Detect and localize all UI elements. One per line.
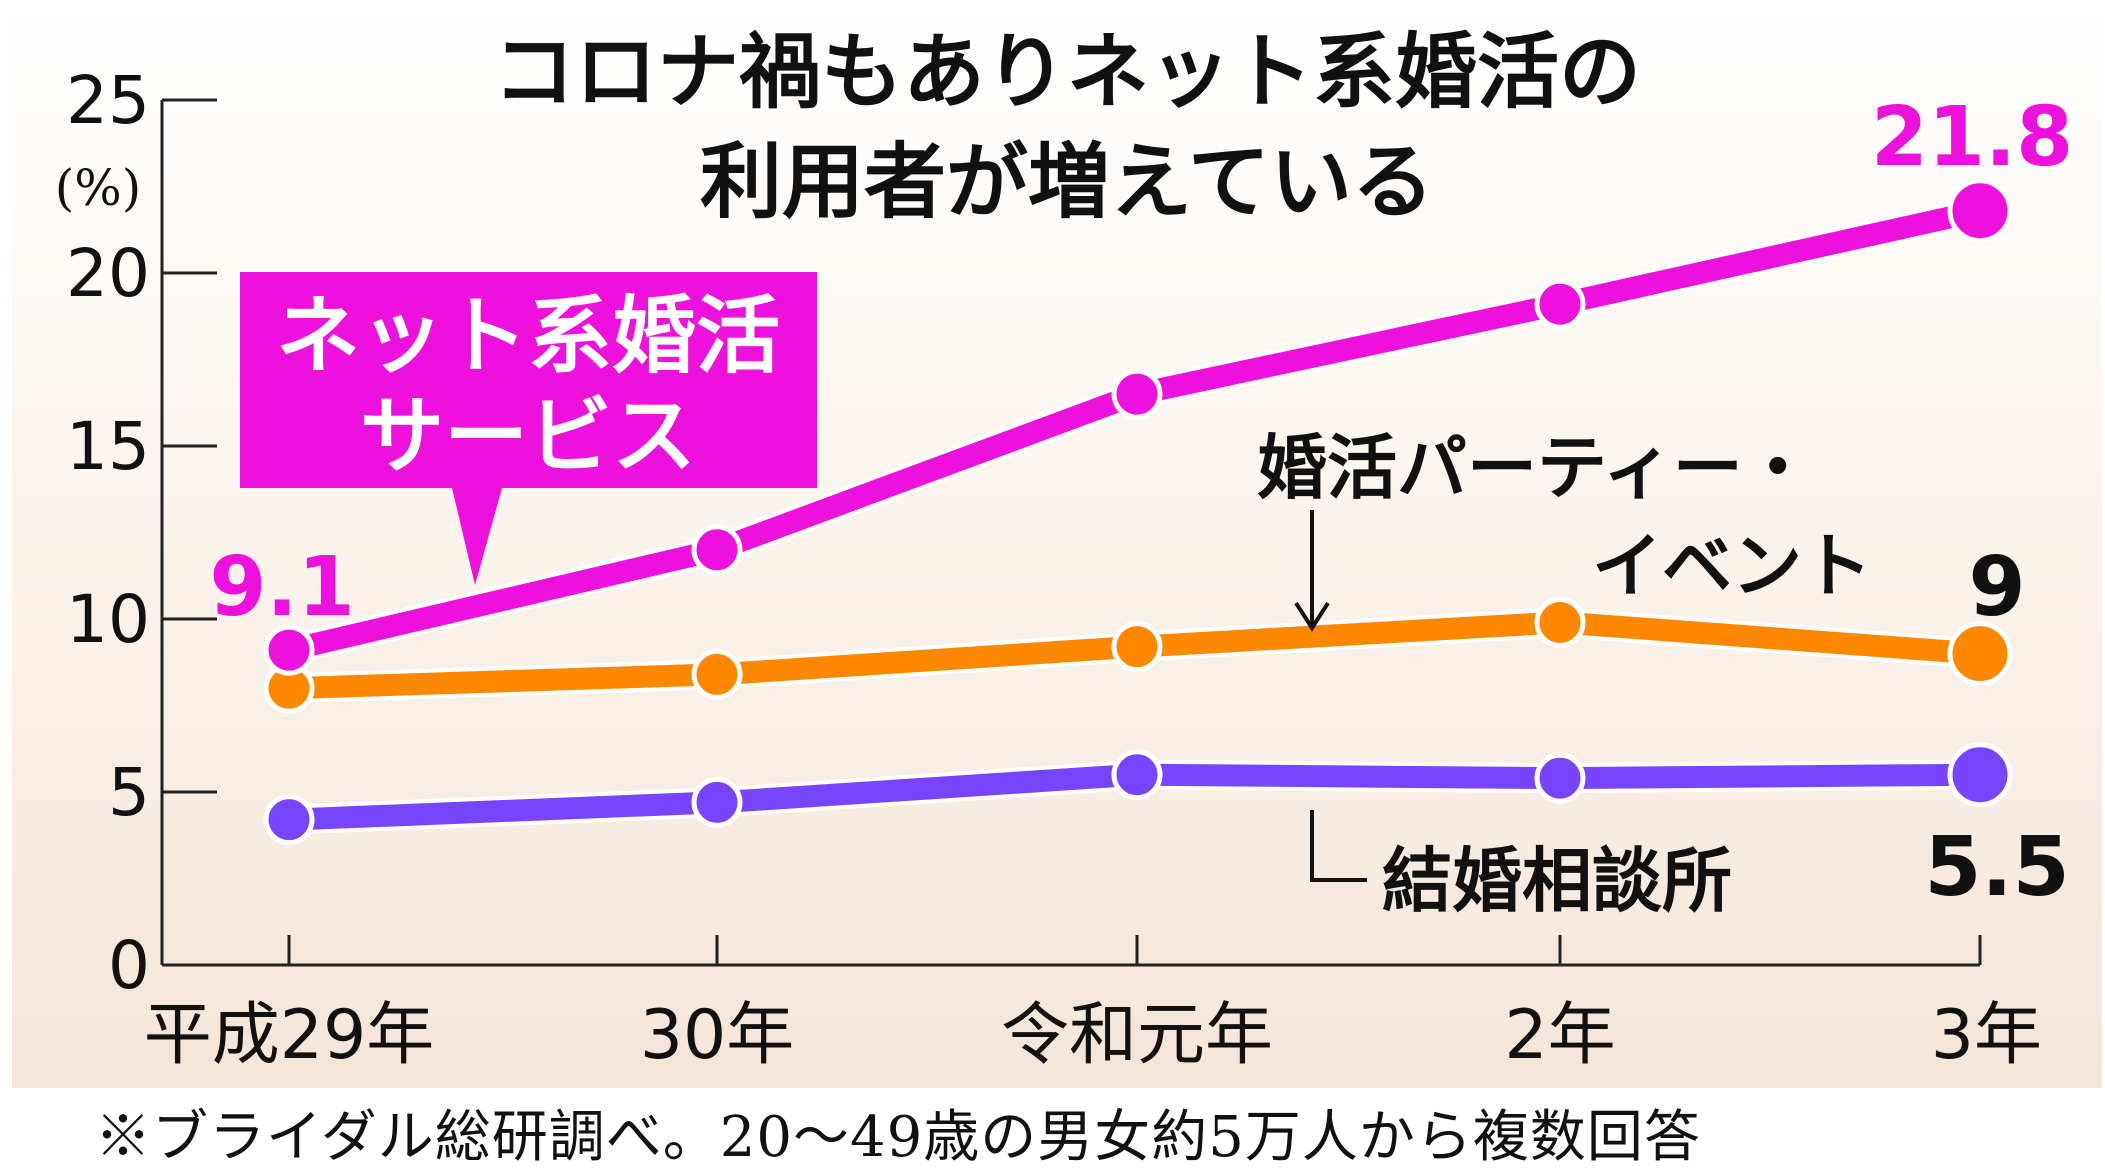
data-point xyxy=(263,794,315,846)
y-tick-label: 25 xyxy=(66,62,150,139)
y-tick-label: 0 xyxy=(108,927,150,1004)
y-tick-label: 15 xyxy=(66,408,150,485)
x-tick-label: 平成29年 xyxy=(144,996,435,1075)
net-service-callout-box xyxy=(240,272,817,585)
data-point xyxy=(1111,621,1163,673)
agency-last-value: 5.5 xyxy=(1924,820,2069,915)
data-point xyxy=(691,648,743,700)
data-point xyxy=(691,524,743,576)
source-note: ※ブライダル総研調べ。20～49歳の男女約5万人から複数回答 xyxy=(95,1105,1701,1170)
data-point xyxy=(1947,178,2013,244)
y-tick-label: 5 xyxy=(108,754,150,831)
y-tick-label: 10 xyxy=(66,581,150,658)
party-pointer-arrowhead xyxy=(1294,601,1330,632)
x-tick-label: 30年 xyxy=(640,996,795,1075)
data-point xyxy=(1947,742,2013,808)
data-point xyxy=(1111,368,1163,420)
series-lines xyxy=(263,178,2013,846)
data-point xyxy=(263,624,315,676)
data-point xyxy=(691,776,743,828)
x-tick-label: 令和元年 xyxy=(1001,996,1273,1075)
data-point xyxy=(1947,621,2013,687)
net-service-series-name: ネット系婚活 xyxy=(276,287,780,385)
data-point xyxy=(1534,596,1586,648)
data-point xyxy=(1534,752,1586,804)
net-service-first-value: 9.1 xyxy=(209,540,354,635)
y-tick-label: 20 xyxy=(66,235,150,312)
party-last-value: 9 xyxy=(1968,540,2025,635)
data-point xyxy=(1111,749,1163,801)
title-line-2: 利用者が増えている xyxy=(700,135,1434,230)
title-line-1: コロナ禍もありネット系婚活の xyxy=(493,25,1641,120)
x-tick-label: 3年 xyxy=(1931,996,2042,1075)
chart-panel: コロナ禍もありネット系婚活の 利用者が増えている (%) 0 5 10 15 20 25 平… xyxy=(12,0,2102,1088)
agency-series-name: 結婚相談所 xyxy=(1382,840,1732,922)
line-chart: コロナ禍もありネット系婚活の 利用者が増えている (%) 0 5 10 15 20 25 平… xyxy=(55,25,2073,1075)
x-tick-label: 2年 xyxy=(1504,996,1615,1075)
data-point xyxy=(1534,278,1586,330)
axes: 0 5 10 15 20 25 平成29年 30年 令和元年 2年 3年 xyxy=(66,62,2042,1075)
y-axis-unit: (%) xyxy=(55,159,142,217)
agency-pointer-line xyxy=(1310,810,1367,882)
chart-title: コロナ禍もありネット系婚活の 利用者が増えている xyxy=(493,25,1641,230)
net-service-series-name: サービス xyxy=(360,387,696,485)
party-series-name: イベント xyxy=(1592,525,1872,607)
net-service-last-value: 21.8 xyxy=(1871,90,2073,185)
party-series-name: 婚活パーティー・ xyxy=(1257,427,1813,509)
